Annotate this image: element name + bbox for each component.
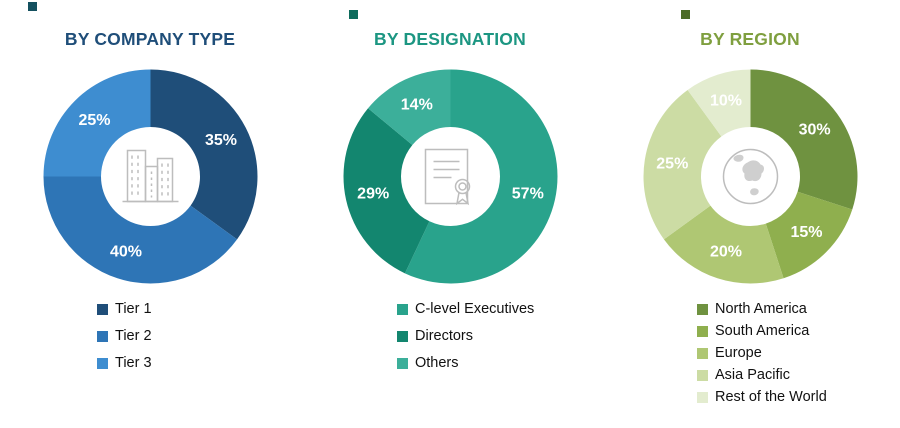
legend-swatch: [697, 326, 708, 337]
legend-label: Others: [415, 355, 459, 371]
legend-label: Europe: [715, 345, 762, 361]
legend-swatch: [697, 392, 708, 403]
legend-label: Tier 1: [115, 301, 152, 317]
legend-region: North America South America Europe Asia Pac…: [697, 301, 827, 411]
chart-title-company-type: BY COMPANY TYPE: [64, 29, 236, 49]
donut-slice-10%: [687, 69, 750, 137]
chart-section-region: BY REGION 30% 15% 20% 25% 10% North America S…: [600, 0, 900, 428]
legend-item: Directors: [397, 328, 534, 345]
legend-item: Asia Pacific: [697, 367, 827, 384]
legend-item: C-level Executives: [397, 301, 534, 318]
donut-slice-57%: [404, 69, 557, 284]
legend-item: North America: [697, 301, 827, 318]
donut-slice-40%: [43, 176, 237, 284]
legend-company-type: Tier 1 Tier 2 Tier 3: [97, 301, 152, 382]
legend-item: Others: [397, 355, 534, 372]
donut-slice-20%: [663, 205, 784, 284]
legend-label: Rest of the World: [715, 389, 827, 405]
legend-swatch: [97, 358, 108, 369]
legend-swatch: [697, 370, 708, 381]
legend-swatch: [397, 304, 408, 315]
slice-value-label: 14%: [400, 96, 432, 113]
slice-value-label: 57%: [511, 185, 543, 202]
legend-swatch: [697, 348, 708, 359]
slice-value-label: 29%: [357, 185, 389, 202]
chart-title-region: BY REGION: [700, 29, 800, 49]
legend-designation: C-level Executives Directors Others: [397, 301, 534, 382]
donut-chart-region: 30% 15% 20% 25% 10%: [643, 69, 857, 284]
slice-value-label: 40%: [109, 243, 141, 260]
legend-swatch: [397, 331, 408, 342]
donut-slice-15%: [765, 191, 852, 279]
donut-chart-designation: 57% 29% 14%: [343, 69, 557, 284]
legend-item: Tier 1: [97, 301, 152, 318]
donut-slice-25%: [43, 69, 150, 177]
slice-value-label: 15%: [790, 224, 822, 241]
slice-value-label: 25%: [78, 112, 110, 129]
legend-item: South America: [697, 323, 827, 340]
legend-label: Tier 3: [115, 355, 152, 371]
donut-slice-35%: [150, 69, 257, 240]
legend-label: North America: [715, 301, 807, 317]
slice-value-label: 35%: [204, 132, 236, 149]
chart-title-designation: BY DESIGNATION: [374, 29, 526, 49]
corner-marker: [349, 10, 358, 19]
slice-value-label: 20%: [709, 243, 741, 260]
donut-slice-14%: [367, 69, 450, 145]
chart-section-designation: BY DESIGNATION 57% 29% 14% C-level Executi…: [300, 0, 600, 428]
donut-chart-company-type: 35% 40% 25%: [43, 69, 257, 284]
slice-value-label: 30%: [798, 122, 830, 139]
slice-value-label: 25%: [656, 156, 688, 173]
legend-item: Rest of the World: [697, 389, 827, 406]
globe-icon: [722, 148, 778, 205]
legend-item: Tier 2: [97, 328, 152, 345]
corner-marker: [28, 2, 37, 11]
legend-swatch: [697, 304, 708, 315]
legend-swatch: [97, 304, 108, 315]
donut-slice-29%: [343, 108, 429, 274]
legend-item: Tier 3: [97, 355, 152, 372]
legend-label: C-level Executives: [415, 301, 535, 317]
legend-label: Tier 2: [115, 328, 152, 344]
legend-label: Asia Pacific: [715, 367, 790, 383]
legend-label: Directors: [415, 328, 474, 344]
certificate-icon: [424, 148, 470, 206]
corner-marker: [681, 10, 690, 19]
legend-swatch: [397, 358, 408, 369]
slice-value-label: 10%: [709, 93, 741, 110]
legend-label: South America: [715, 323, 810, 339]
donut-slice-30%: [750, 69, 857, 210]
legend-item: Europe: [697, 345, 827, 362]
chart-section-company-type: BY COMPANY TYPE 35% 40% 25% Tier 1 Tier 2 Ti…: [0, 0, 300, 428]
donut-slice-25%: [643, 89, 721, 240]
legend-swatch: [97, 331, 108, 342]
buildings-icon: [122, 149, 178, 203]
